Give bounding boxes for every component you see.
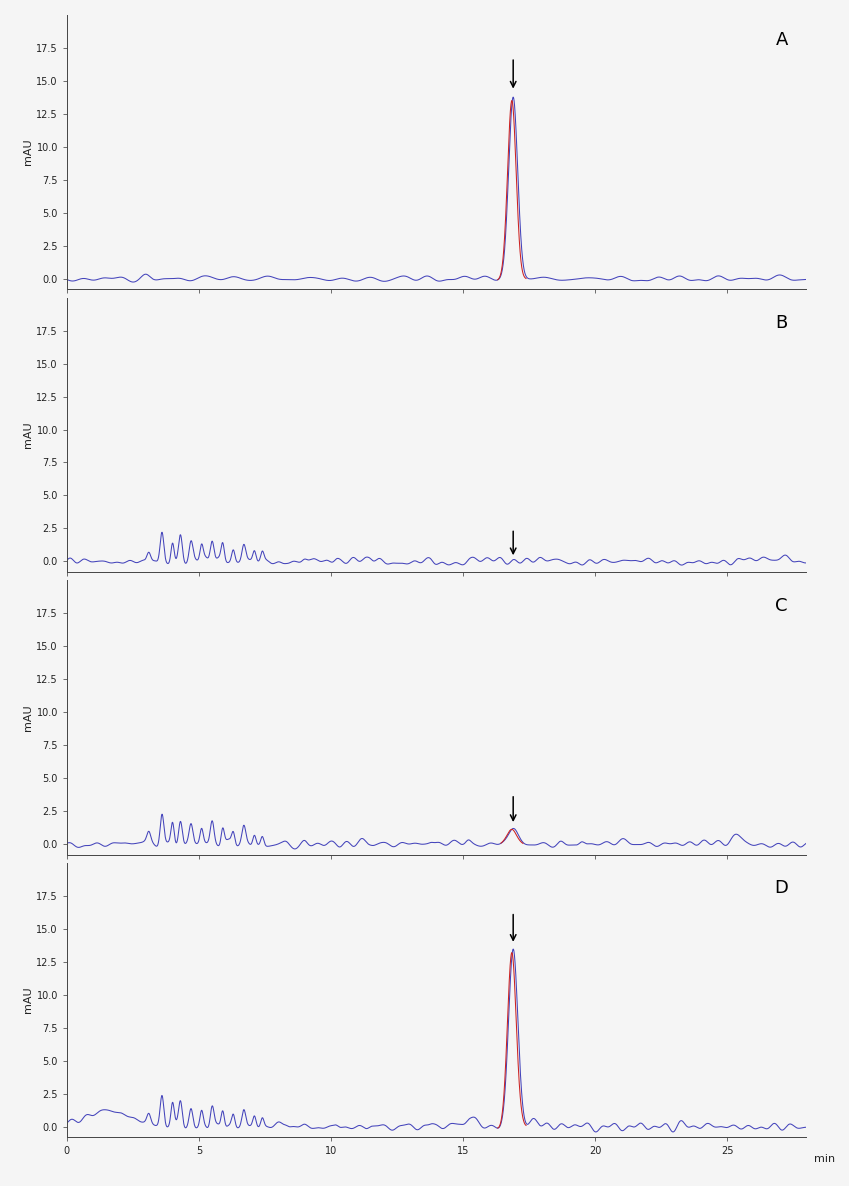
- Text: C: C: [775, 597, 788, 614]
- Text: D: D: [774, 879, 788, 898]
- Text: A: A: [775, 32, 788, 50]
- Y-axis label: mAU: mAU: [24, 139, 33, 166]
- Y-axis label: mAU: mAU: [24, 421, 33, 448]
- Text: min: min: [813, 1154, 835, 1163]
- Y-axis label: mAU: mAU: [24, 704, 33, 731]
- Text: B: B: [775, 314, 788, 332]
- Y-axis label: mAU: mAU: [24, 987, 33, 1013]
